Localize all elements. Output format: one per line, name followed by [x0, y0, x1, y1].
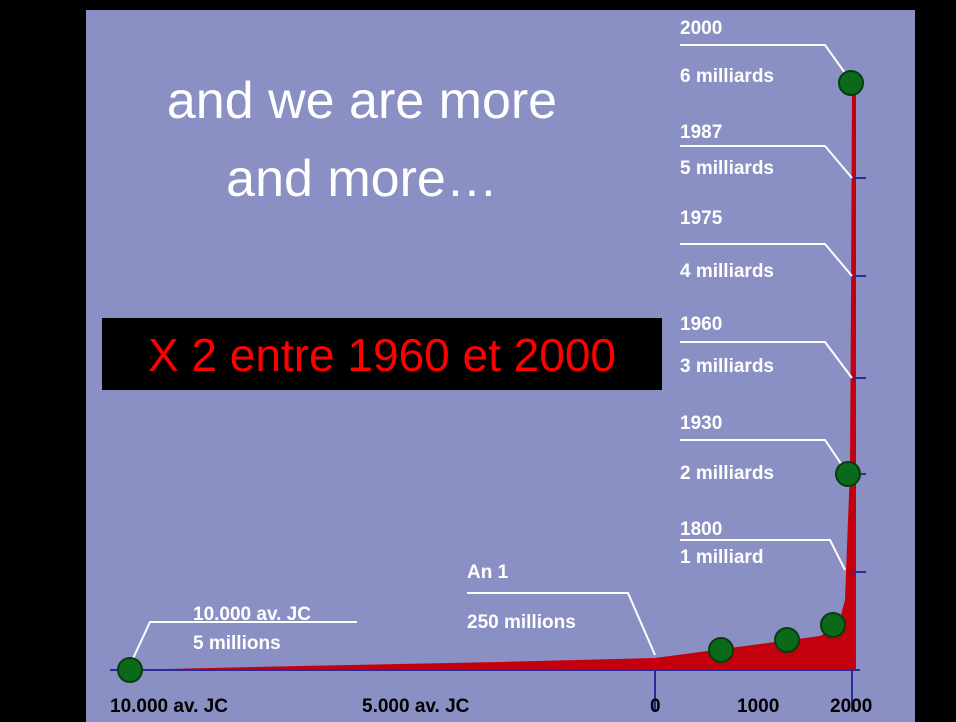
- leader: [680, 243, 853, 277]
- callout-box: [102, 318, 662, 390]
- annotation-year: 1930: [680, 413, 722, 434]
- annotation-population: 4 milliards: [680, 261, 774, 282]
- point: [820, 612, 846, 638]
- title-line: and we are more: [167, 72, 557, 130]
- annotation-year: 1800: [680, 519, 722, 540]
- leader: [467, 592, 656, 656]
- annotations: 2000 6 milliards 1987 5 milliards 1975 4 mill…: [193, 18, 774, 654]
- leader: [680, 44, 851, 81]
- point: [117, 657, 143, 683]
- leader: [129, 621, 357, 666]
- leader: [680, 539, 846, 571]
- annotation-year: 2000: [680, 18, 722, 39]
- annotation-year: An 1: [467, 562, 509, 583]
- points: [117, 70, 864, 683]
- title-line: and more…: [226, 150, 498, 208]
- annotation-population: 6 milliards: [680, 66, 774, 87]
- annotation-population: 5 millions: [193, 633, 281, 654]
- annotation-year: 1960: [680, 314, 722, 335]
- point: [708, 637, 734, 663]
- annotation-population: 3 milliards: [680, 356, 774, 377]
- callout: X 2 entre 1960 et 2000: [148, 329, 616, 381]
- x-tick-label: 1000: [737, 696, 779, 717]
- point: [774, 627, 800, 653]
- leader: [680, 341, 853, 379]
- x-tick-label: 2000: [830, 696, 872, 717]
- x-tick-label: 10.000 av. JC: [110, 696, 228, 717]
- annotation-year: 1975: [680, 208, 723, 229]
- x-tick-label: 5.000 av. JC: [362, 696, 470, 717]
- annotation-population: 5 milliards: [680, 158, 774, 179]
- annotation-population: 2 milliards: [680, 463, 774, 484]
- annotation-population: 1 milliard: [680, 547, 763, 568]
- annotation-population: 250 millions: [467, 612, 576, 633]
- leader: [680, 439, 849, 475]
- annotation-year: 1987: [680, 122, 722, 143]
- point: [835, 461, 861, 487]
- point: [838, 70, 864, 96]
- leader-lines: [129, 44, 853, 666]
- x-tick-label: 0: [650, 696, 661, 717]
- leader: [680, 145, 853, 179]
- annotation-year: 10.000 av. JC: [193, 604, 311, 625]
